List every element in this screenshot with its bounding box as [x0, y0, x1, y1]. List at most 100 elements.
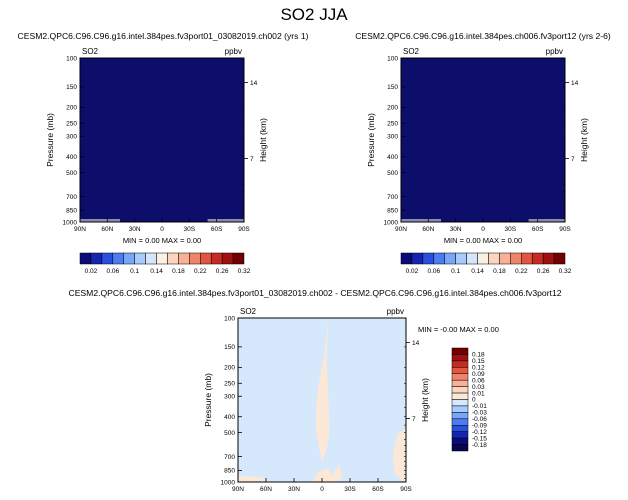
units-label: ppbv: [546, 47, 563, 56]
colorbar-top-right-swatch: [488, 252, 500, 265]
colorbar-top-right-swatch: [422, 252, 435, 265]
colorbar-top-right-swatch: [444, 252, 456, 265]
y-tick-label: 150: [224, 344, 235, 351]
y-tick-label: 250: [387, 121, 398, 128]
colorbar-top-right-swatch: [521, 252, 533, 265]
colorbar-top-left-label: 0.1: [130, 268, 139, 275]
colorbar-top-right-swatch: [553, 252, 566, 265]
surface-band: [80, 219, 120, 222]
y-tick-label: 250: [224, 381, 235, 388]
colorbar-difference-label: -0.12: [472, 429, 487, 436]
y2-tick-label: 14: [571, 80, 579, 87]
colorbar-difference-swatch: [451, 418, 469, 426]
min-max-text: MIN = 0.00 MAX = 0.00: [123, 236, 201, 245]
colorbar-difference-swatch: [451, 386, 469, 394]
colorbar-difference-label: 0.18: [472, 352, 485, 359]
y-tick-label: 150: [387, 84, 398, 91]
colorbar-top-left-swatch: [134, 252, 146, 265]
colorbar-difference-label: 0.06: [472, 377, 485, 384]
panel-title: CESM2.QPC6.C96.C96.g16.intel.384pes.fv3p…: [18, 31, 309, 41]
colorbar-top-right-swatch: [455, 252, 467, 265]
surface-band: [528, 219, 566, 222]
contour-region: [238, 476, 271, 482]
y2-tick-label: 7: [571, 156, 575, 163]
x-tick-label: 60S: [532, 226, 544, 233]
y2-tick-label: 14: [250, 80, 258, 87]
colorbar-top-right-swatch: [411, 252, 424, 265]
y-tick-label: 1000: [384, 219, 399, 226]
y-tick-label: 400: [224, 414, 235, 421]
colorbar-top-right-swatch: [531, 252, 544, 265]
y-tick-label: 700: [224, 454, 235, 461]
y-axis-label: Pressure (mb): [203, 373, 213, 427]
colorbar-top-right-label: 0.02: [406, 268, 419, 275]
y-tick-label: 850: [66, 208, 77, 215]
colorbar-top-left-label: 0.26: [216, 268, 229, 275]
colorbar-top-right-swatch: [477, 252, 489, 265]
colorbar-difference-label: 0.12: [472, 365, 485, 372]
colorbar-difference-swatch: [451, 347, 469, 355]
y-tick-label: 200: [387, 105, 398, 112]
figure-title: SO2 JJA: [280, 5, 348, 24]
colorbar-top-left-swatch: [79, 252, 92, 265]
colorbar-top-right-swatch: [510, 252, 522, 265]
units-label: ppbv: [225, 47, 242, 56]
y-tick-label: 100: [387, 55, 398, 62]
min-max-text: MIN = -0.00 MAX = 0.00: [418, 325, 499, 334]
y-tick-label: 500: [66, 170, 77, 177]
x-tick-label: 0: [320, 486, 324, 493]
colorbar-difference-label: 0.09: [472, 371, 485, 378]
y-tick-label: 400: [66, 154, 77, 161]
colorbar-difference-label: 0: [472, 397, 476, 404]
colorbar-difference-swatch: [451, 405, 469, 413]
colorbar-difference-swatch: [451, 373, 469, 381]
x-tick-label: 90N: [74, 226, 86, 233]
colorbar-top-right-label: 0.14: [471, 268, 484, 275]
y2-tick-label: 7: [250, 156, 254, 163]
surface-band: [207, 219, 245, 222]
field-fill: [401, 58, 565, 222]
x-tick-label: 90S: [400, 486, 412, 493]
colorbar-difference-swatch: [451, 354, 469, 362]
contour-region: [315, 318, 330, 463]
colorbar-top-right-label: 0.06: [427, 268, 440, 275]
y-tick-label: 400: [387, 154, 398, 161]
colorbar-top-left-swatch: [156, 252, 168, 265]
x-tick-label: 90N: [395, 226, 407, 233]
x-tick-label: 30S: [344, 486, 356, 493]
y-tick-label: 300: [224, 394, 235, 401]
colorbar-top-right-swatch: [400, 252, 413, 265]
panel-title: CESM2.QPC6.C96.C96.g16.intel.384pes.ch00…: [355, 31, 611, 41]
colorbar-top-left-label: 0.06: [106, 268, 119, 275]
y2-axis-label: Height (km): [258, 118, 268, 162]
colorbar-top-left-label: 0.14: [150, 268, 163, 275]
min-max-text: MIN = 0.00 MAX = 0.00: [444, 236, 522, 245]
colorbar-difference-label: 0.01: [472, 390, 485, 397]
variable-label: SO2: [82, 47, 99, 56]
contour-region: [312, 464, 343, 482]
colorbar-top-left-label: 0.22: [194, 268, 207, 275]
y-tick-label: 100: [224, 315, 235, 322]
y-tick-label: 100: [66, 55, 77, 62]
surface-band: [401, 219, 441, 222]
x-tick-label: 60N: [422, 226, 434, 233]
contour-region: [392, 428, 406, 482]
variable-label: SO2: [240, 307, 257, 316]
colorbar-top-right-swatch: [433, 252, 445, 265]
units-label: ppbv: [387, 307, 404, 316]
x-tick-label: 60S: [211, 226, 223, 233]
x-tick-label: 30S: [505, 226, 517, 233]
x-tick-label: 30N: [129, 226, 141, 233]
colorbar-top-right-swatch: [466, 252, 478, 265]
y2-tick-label: 7: [412, 416, 416, 423]
colorbar-top-right-swatch: [499, 252, 511, 265]
x-tick-label: 30N: [450, 226, 462, 233]
y-tick-label: 300: [66, 134, 77, 141]
y2-axis-label: Height (km): [420, 378, 430, 422]
x-tick-label: 30N: [288, 486, 300, 493]
colorbar-difference-swatch: [451, 360, 469, 368]
colorbar-top-left-label: 0.32: [238, 268, 251, 275]
colorbar-top-left-swatch: [189, 252, 201, 265]
colorbar-top-left-swatch: [232, 252, 245, 265]
colorbar-difference-swatch: [451, 425, 469, 432]
